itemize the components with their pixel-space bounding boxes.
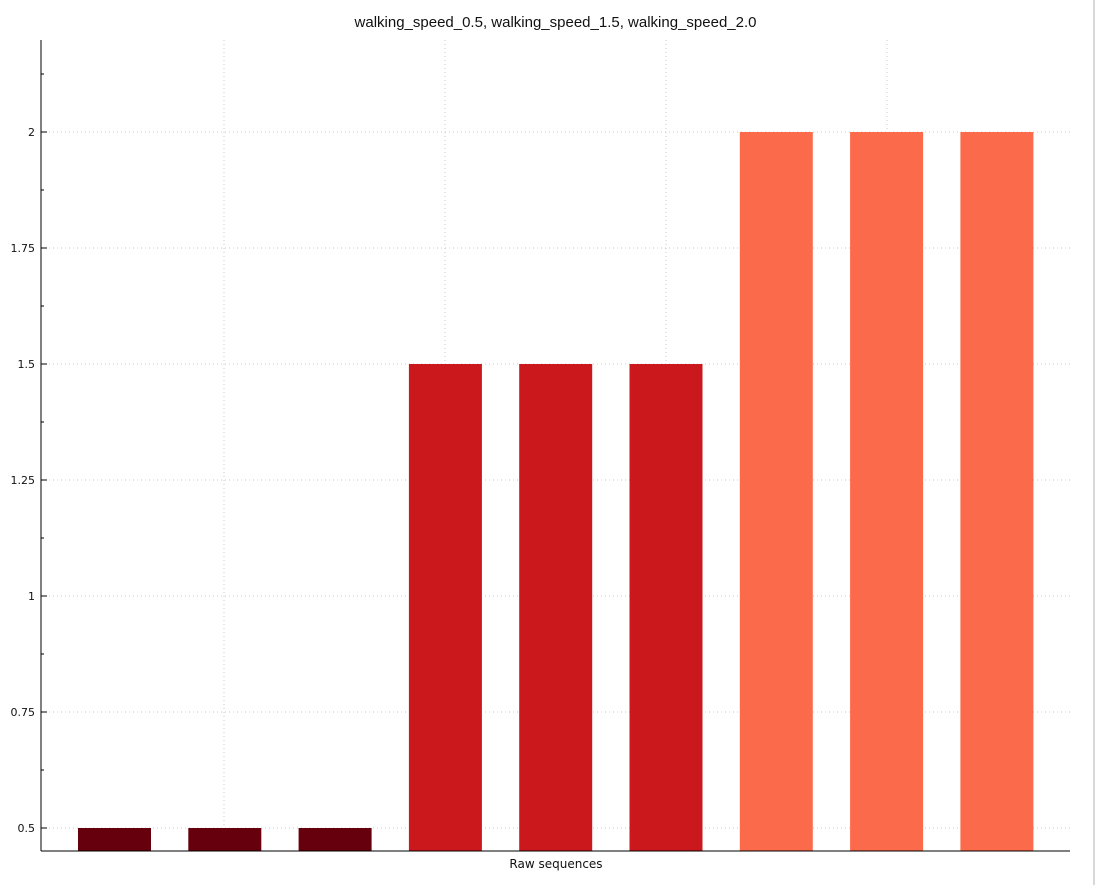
y-tick-label: 2 [28,126,35,139]
y-tick-label: 0.5 [18,822,36,835]
bar-4 [408,364,482,851]
y-tick-label: 1.75 [11,242,36,255]
chart-title: walking_speed_0.5, walking_speed_1.5, wa… [354,14,757,31]
window-edge [1093,0,1095,885]
bar-5 [519,364,593,851]
y-ticks: 0.5 0.75 1 1.25 1.5 1.75 2 [11,73,47,835]
bars [78,132,1034,851]
bar-7 [739,132,813,851]
y-tick-label: 0.75 [11,706,36,719]
bar-3 [298,828,372,851]
x-axis-label: Raw sequences [509,857,602,871]
axes [40,40,1070,852]
y-tick-label: 1 [28,590,35,603]
y-tick-label: 1.25 [11,474,36,487]
y-tick-label: 1.5 [18,358,36,371]
bar-9 [960,132,1034,851]
bar-1 [78,828,151,851]
bar-2 [188,828,262,851]
bar-8 [850,132,924,851]
bar-6 [629,364,703,851]
